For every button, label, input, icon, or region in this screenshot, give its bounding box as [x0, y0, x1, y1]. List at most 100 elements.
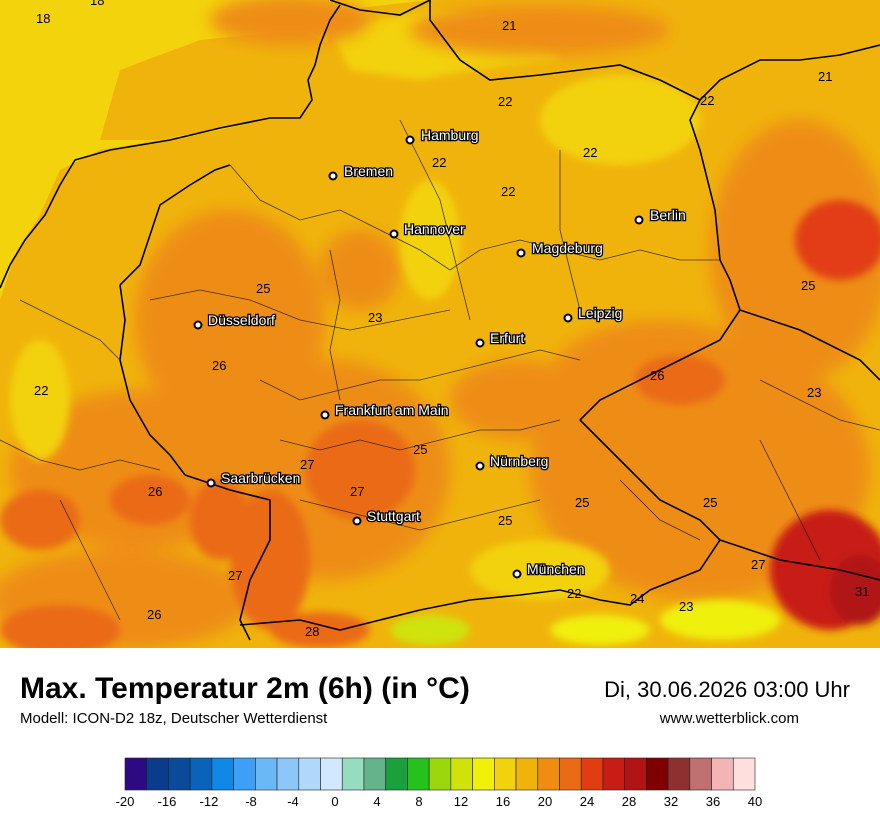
legend-tick-label: 20 [538, 794, 552, 809]
legend-color-box [515, 757, 539, 791]
legend-color-box [624, 757, 647, 791]
legend-color-box [667, 757, 691, 791]
borders [0, 0, 880, 641]
city-label: Nürnberg [490, 453, 548, 469]
legend-color-box [276, 757, 300, 791]
legend-color-boxes [124, 757, 756, 791]
temp-label: 31 [855, 584, 869, 599]
model-source: Modell: ICON-D2 18z, Deutscher Wetterdie… [20, 710, 328, 727]
border-belgium-lux [119, 284, 186, 476]
city-marker [563, 313, 573, 323]
legend-tick-label: 40 [748, 794, 762, 809]
temp-label: 26 [148, 484, 162, 499]
legend-tick-label: 36 [706, 794, 720, 809]
legend-color-box [233, 757, 256, 791]
legend-color-box [428, 757, 452, 791]
legend-color-box [211, 757, 234, 791]
legend-tick-label: -4 [287, 794, 299, 809]
city-marker [475, 338, 485, 348]
city-duesseldorf: Düsseldorf [193, 311, 276, 330]
border-switzerland [239, 609, 421, 631]
city-label: Frankfurt am Main [335, 402, 449, 418]
city-berlin: Berlin [634, 206, 687, 225]
temp-label: 22 [700, 93, 714, 108]
temperature-labels: 18 18 21 21 22 22 22 22 22 25 23 25 26 2… [34, 0, 869, 639]
city-marker [328, 171, 338, 181]
temp-label: 23 [807, 385, 821, 400]
legend-color-box [602, 757, 625, 791]
legend-color-box [450, 757, 473, 791]
temp-label: 25 [575, 495, 589, 510]
city-muenchen: München [512, 560, 586, 579]
temp-label: 27 [228, 568, 242, 583]
temp-label: 22 [34, 383, 48, 398]
city-label: Erfurt [490, 330, 524, 346]
city-marker [206, 478, 216, 488]
border-france [184, 474, 271, 641]
legend-color-box [559, 757, 582, 791]
temp-label: 22 [432, 155, 446, 170]
city-label: Hannover [404, 221, 465, 237]
legend-color-box [472, 757, 495, 791]
city-marker [352, 516, 362, 526]
city-label: Stuttgart [367, 508, 420, 524]
border-austria [419, 419, 722, 611]
legend-color-box [146, 757, 169, 791]
color-scale-legend: -20 -16 -12 -8 -4 0 4 8 12 16 20 24 28 32 36 40 [116, 757, 763, 809]
temp-label: 26 [650, 368, 664, 383]
legend-tick-label: 4 [373, 794, 380, 809]
legend-color-box [124, 757, 148, 791]
city-label: Magdeburg [532, 240, 603, 256]
city-frankfurt: Frankfurt am Main [320, 401, 450, 420]
legend-color-box [189, 757, 213, 791]
border-denmark [329, 0, 431, 16]
city-stuttgart: Stuttgart [352, 507, 421, 526]
legend-ticks: -20 -16 -12 -8 -4 0 4 8 12 16 20 24 28 32 36 40 [116, 794, 763, 809]
legend-color-box [298, 757, 321, 791]
legend-tick-label: -16 [158, 794, 177, 809]
legend-color-box [646, 757, 669, 791]
border-poland [689, 99, 721, 261]
legend-color-box [168, 757, 191, 791]
temp-label: 25 [413, 442, 427, 457]
border-czech-east [739, 309, 880, 381]
city-bremen: Bremen [328, 162, 394, 181]
legend-color-box [537, 757, 560, 791]
city-label: München [527, 561, 585, 577]
legend-color-box [732, 757, 756, 791]
legend-tick-label: -20 [116, 794, 135, 809]
legend-tick-label: 8 [415, 794, 422, 809]
temp-label: 18 [36, 11, 50, 26]
city-erfurt: Erfurt [475, 329, 526, 348]
legend-color-box [320, 757, 343, 791]
temp-label: 27 [751, 557, 765, 572]
temp-label: 27 [350, 484, 364, 499]
legend-tick-label: 16 [496, 794, 510, 809]
temp-label: 26 [212, 358, 226, 373]
legend-color-box [711, 757, 734, 791]
city-marker [193, 320, 203, 330]
coastline-north-sea [0, 4, 341, 289]
city-hamburg: Hamburg [405, 126, 480, 145]
temp-label: 18 [90, 0, 104, 8]
website-link[interactable]: www.wetterblick.com [659, 710, 799, 727]
border-austria-east [719, 539, 880, 581]
temp-label: 25 [498, 513, 512, 528]
city-label: Leipzig [578, 305, 622, 321]
city-marker [389, 229, 399, 239]
temp-label: 26 [147, 607, 161, 622]
temp-label: 23 [368, 310, 382, 325]
forecast-datetime: Di, 30.06.2026 03:00 Uhr [604, 677, 850, 702]
coastline-baltic [429, 0, 880, 101]
city-label: Düsseldorf [208, 312, 275, 328]
city-saarbruecken: Saarbrücken [206, 469, 302, 488]
map-footer: Max. Temperatur 2m (6h) (in °C) Modell: … [0, 648, 880, 830]
border-netherlands [119, 164, 231, 286]
legend-color-box [580, 757, 604, 791]
city-markers: Hamburg Bremen Hannover Berlin Magdeburg… [193, 126, 687, 579]
city-nuernberg: Nürnberg [475, 452, 550, 471]
legend-color-box [407, 757, 430, 791]
city-label: Saarbrücken [221, 470, 300, 486]
city-marker [320, 410, 330, 420]
border-czechia [579, 259, 741, 421]
